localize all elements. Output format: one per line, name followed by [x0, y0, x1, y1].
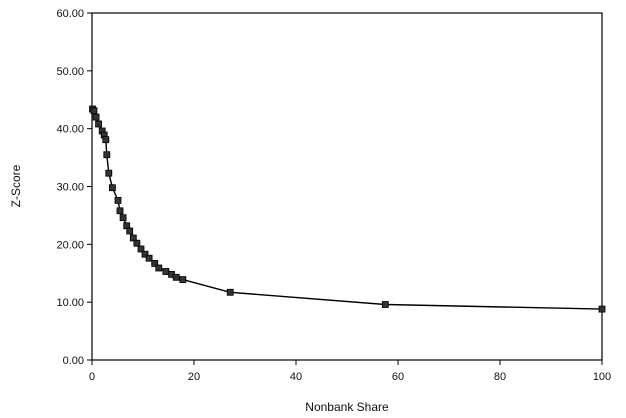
x-tick-label: 40	[290, 371, 302, 383]
x-tick-label: 60	[392, 371, 404, 383]
data-series	[89, 105, 606, 313]
data-point	[598, 305, 606, 313]
x-tick-label: 100	[593, 371, 611, 383]
y-tick-label: 0.00	[63, 355, 84, 367]
data-point	[137, 245, 145, 253]
data-point	[102, 136, 110, 144]
data-point	[226, 288, 234, 296]
data-point	[114, 196, 122, 204]
data-point	[119, 214, 127, 222]
x-tick-label: 20	[188, 371, 200, 383]
data-point	[151, 259, 159, 267]
data-point	[103, 151, 111, 159]
data-point	[116, 207, 124, 215]
data-point	[90, 107, 98, 115]
data-point	[133, 239, 141, 247]
data-point	[105, 169, 113, 177]
y-axis: 0.00 10.00 20.00 30.00 40.00 50.00 60.00	[56, 8, 92, 367]
y-tick-label: 50.00	[56, 66, 84, 78]
y-tick-label: 10.00	[56, 297, 84, 309]
data-point	[95, 120, 102, 128]
x-tick-label: 80	[494, 371, 506, 383]
x-axis-title: Nonbank Share	[305, 400, 389, 414]
y-tick-label: 40.00	[56, 124, 84, 136]
data-point	[381, 301, 389, 308]
y-tick-label: 30.00	[56, 182, 84, 194]
series-line	[91, 108, 603, 310]
y-axis-title: Z-Score	[9, 164, 23, 207]
data-point	[162, 268, 170, 275]
x-tick-label: 0	[89, 371, 95, 383]
x-axis: 0 20 40 60 80 100	[89, 360, 611, 383]
data-point	[179, 276, 187, 284]
data-point	[155, 264, 163, 272]
y-tick-label: 60.00	[56, 8, 84, 20]
data-point	[126, 227, 134, 235]
data-point	[145, 254, 153, 262]
data-point	[92, 113, 100, 121]
data-point	[172, 273, 180, 281]
y-tick-label: 20.00	[56, 239, 84, 251]
data-point	[141, 250, 149, 258]
data-point	[129, 234, 137, 242]
data-point	[109, 184, 116, 192]
